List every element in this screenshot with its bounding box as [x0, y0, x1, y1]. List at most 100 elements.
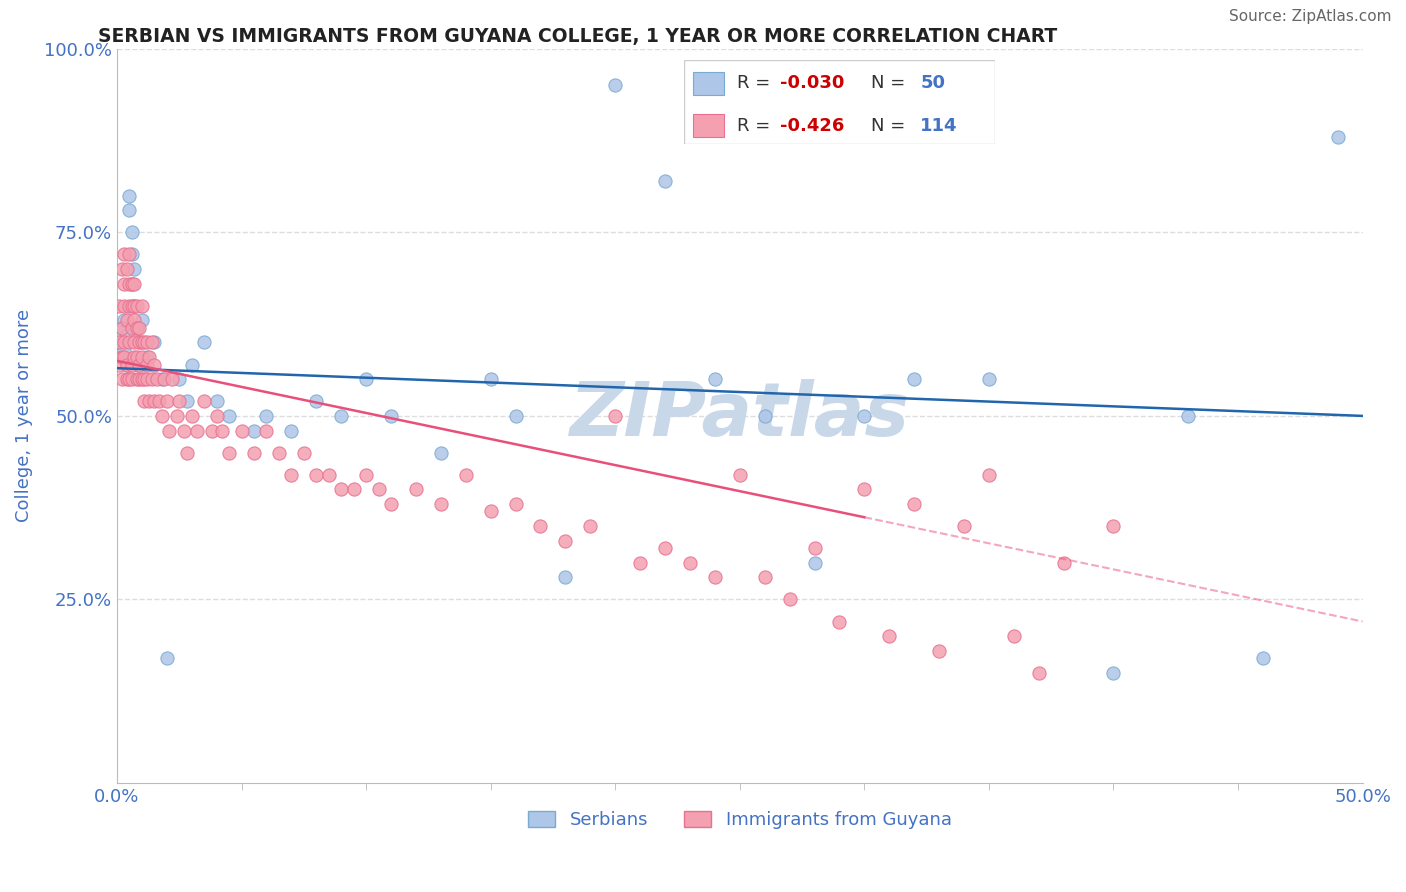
- Point: [703, 372, 725, 386]
- Point: [111, 320, 134, 334]
- Point: [953, 519, 976, 533]
- Point: [124, 350, 146, 364]
- Point: [111, 372, 134, 386]
- Point: [160, 372, 183, 386]
- Text: Source: ZipAtlas.com: Source: ZipAtlas.com: [1229, 9, 1392, 24]
- Point: [167, 372, 190, 386]
- Point: [135, 350, 157, 364]
- Point: [115, 372, 138, 386]
- Point: [156, 651, 179, 665]
- Point: [218, 445, 240, 459]
- Point: [977, 372, 1000, 386]
- Point: [903, 497, 925, 511]
- Point: [134, 335, 156, 350]
- Point: [131, 335, 153, 350]
- Point: [118, 247, 141, 261]
- Point: [108, 299, 131, 313]
- Point: [605, 78, 627, 93]
- Point: [118, 203, 141, 218]
- Point: [111, 320, 134, 334]
- Point: [367, 483, 389, 497]
- Point: [128, 335, 150, 350]
- Point: [131, 372, 153, 386]
- Point: [354, 372, 377, 386]
- Point: [121, 277, 143, 291]
- Point: [754, 570, 776, 584]
- Point: [148, 394, 170, 409]
- Point: [201, 424, 224, 438]
- Point: [1102, 665, 1125, 680]
- Point: [108, 335, 131, 350]
- Point: [1102, 519, 1125, 533]
- Point: [141, 372, 163, 386]
- Point: [928, 644, 950, 658]
- Point: [305, 467, 328, 482]
- Point: [330, 483, 353, 497]
- Point: [125, 320, 148, 334]
- Point: [243, 424, 266, 438]
- Point: [135, 372, 157, 386]
- Point: [211, 424, 233, 438]
- Point: [505, 497, 527, 511]
- Point: [115, 328, 138, 343]
- Point: [193, 394, 215, 409]
- Point: [505, 409, 527, 423]
- Point: [754, 409, 776, 423]
- Point: [150, 372, 173, 386]
- Point: [125, 350, 148, 364]
- Point: [877, 629, 900, 643]
- Point: [114, 343, 136, 357]
- Point: [193, 335, 215, 350]
- Point: [380, 497, 402, 511]
- Point: [554, 533, 576, 548]
- Point: [146, 372, 169, 386]
- Point: [124, 335, 146, 350]
- Point: [280, 467, 302, 482]
- Text: ZIPatlas: ZIPatlas: [569, 379, 910, 452]
- Point: [114, 313, 136, 327]
- Point: [176, 394, 198, 409]
- Point: [134, 394, 156, 409]
- Point: [205, 409, 228, 423]
- Point: [111, 262, 134, 277]
- Point: [318, 467, 340, 482]
- Point: [728, 467, 751, 482]
- Point: [143, 394, 166, 409]
- Point: [118, 372, 141, 386]
- Point: [138, 394, 160, 409]
- Point: [180, 409, 202, 423]
- Point: [115, 358, 138, 372]
- Point: [121, 299, 143, 313]
- Point: [118, 188, 141, 202]
- Point: [803, 541, 825, 555]
- Point: [121, 372, 143, 386]
- Point: [654, 174, 676, 188]
- Point: [853, 483, 876, 497]
- Point: [125, 299, 148, 313]
- Point: [150, 409, 173, 423]
- Point: [121, 247, 143, 261]
- Point: [430, 497, 453, 511]
- Point: [605, 409, 627, 423]
- Point: [167, 394, 190, 409]
- Point: [156, 394, 179, 409]
- Point: [135, 358, 157, 372]
- Point: [138, 350, 160, 364]
- Point: [114, 277, 136, 291]
- Point: [114, 247, 136, 261]
- Point: [124, 277, 146, 291]
- Point: [125, 320, 148, 334]
- Point: [218, 409, 240, 423]
- Point: [628, 556, 651, 570]
- Point: [121, 320, 143, 334]
- Point: [157, 424, 180, 438]
- Point: [121, 225, 143, 239]
- Point: [131, 313, 153, 327]
- Point: [828, 615, 851, 629]
- Point: [803, 556, 825, 570]
- Point: [405, 483, 427, 497]
- Point: [128, 358, 150, 372]
- Point: [173, 424, 195, 438]
- Point: [380, 409, 402, 423]
- Point: [115, 262, 138, 277]
